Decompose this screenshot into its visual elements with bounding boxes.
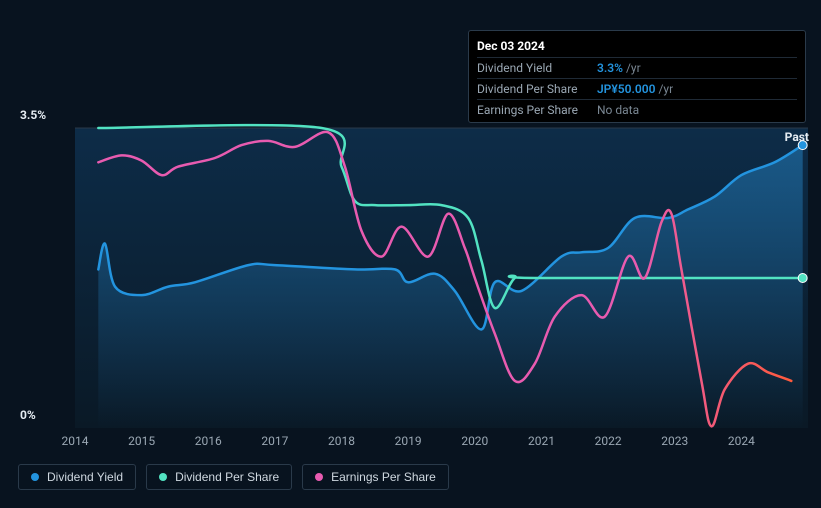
tooltip-date: Dec 03 2024 xyxy=(477,37,797,57)
legend-item-earnings-per-share[interactable]: Earnings Per Share xyxy=(302,464,449,490)
legend-dot-icon xyxy=(159,473,167,481)
tooltip-row-yield: Dividend Yield 3.3% /yr xyxy=(477,57,797,78)
x-axis-label: 2017 xyxy=(261,434,288,448)
legend-label: Dividend Per Share xyxy=(175,470,279,484)
x-axis-label: 2021 xyxy=(528,434,555,448)
x-axis-label: 2023 xyxy=(661,434,688,448)
x-axis-label: 2014 xyxy=(62,434,89,448)
legend-label: Dividend Yield xyxy=(47,470,123,484)
x-axis-label: 2018 xyxy=(328,434,355,448)
tooltip-row-dps: Dividend Per Share JP¥50.000 /yr xyxy=(477,78,797,99)
series-end-dot-dividend_per_share xyxy=(798,274,807,283)
x-axis-label: 2020 xyxy=(461,434,488,448)
past-label: Past xyxy=(785,130,809,144)
tooltip-row-eps: Earnings Per Share No data xyxy=(477,99,797,120)
x-axis-label: 2015 xyxy=(128,434,155,448)
legend: Dividend Yield Dividend Per Share Earnin… xyxy=(18,464,449,490)
x-axis-labels: 2014 2015 2016 2017 2018 2019 2020 2021 2022 2023… xyxy=(0,434,821,450)
legend-dot-icon xyxy=(315,473,323,481)
tooltip-label: Dividend Per Share xyxy=(477,82,597,96)
tooltip-label: Earnings Per Share xyxy=(477,103,597,117)
legend-item-dividend-yield[interactable]: Dividend Yield xyxy=(18,464,136,490)
data-tooltip: Dec 03 2024 Dividend Yield 3.3% /yr Divi… xyxy=(468,30,806,123)
legend-label: Earnings Per Share xyxy=(331,470,436,484)
tooltip-value: JP¥50.000 /yr xyxy=(597,82,673,96)
chart-container: Dec 03 2024 Dividend Yield 3.3% /yr Divi… xyxy=(0,0,821,508)
x-axis-label: 2016 xyxy=(195,434,222,448)
legend-item-dividend-per-share[interactable]: Dividend Per Share xyxy=(146,464,292,490)
x-axis-label: 2019 xyxy=(395,434,422,448)
legend-dot-icon xyxy=(31,473,39,481)
tooltip-value: 3.3% /yr xyxy=(597,61,641,75)
tooltip-value: No data xyxy=(597,103,639,117)
x-axis-label: 2022 xyxy=(595,434,622,448)
x-axis-label: 2024 xyxy=(728,434,755,448)
tooltip-label: Dividend Yield xyxy=(477,61,597,75)
